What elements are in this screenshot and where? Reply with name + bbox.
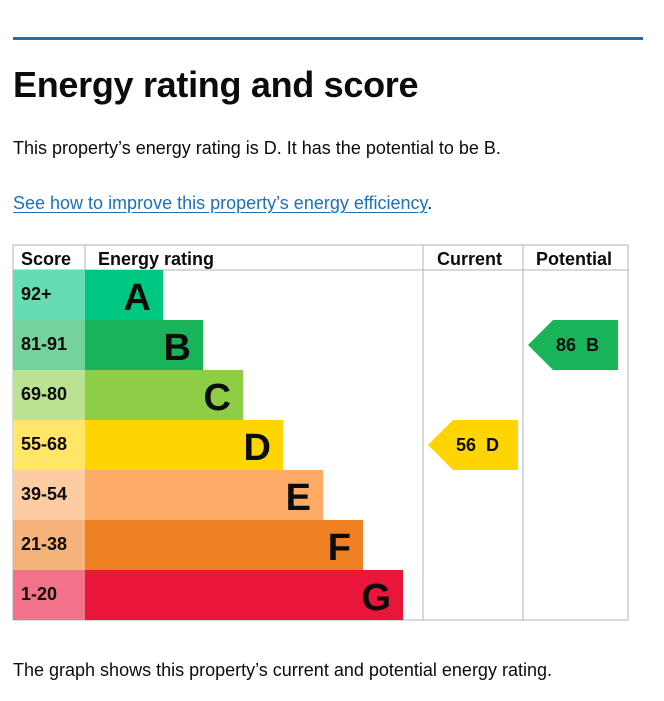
band-letter-c: C bbox=[204, 377, 231, 419]
link-trailing-period: . bbox=[427, 193, 433, 213]
header-current: Current bbox=[437, 249, 502, 269]
score-cell-f bbox=[13, 520, 85, 570]
score-range-f: 21-38 bbox=[21, 534, 67, 554]
rating-markers: 56 D 86 B bbox=[428, 320, 618, 470]
score-range-c: 69-80 bbox=[21, 384, 67, 404]
score-cell-b bbox=[13, 320, 85, 370]
score-range-g: 1-20 bbox=[21, 584, 57, 604]
band-bar-e bbox=[85, 470, 323, 520]
current-rating-label: 56 D bbox=[456, 435, 499, 455]
rating-bands: 92+ A 81-91 B 69-80 C 55-68 D 39-54 E 21-38 F 1-20 G bbox=[13, 270, 403, 620]
rating-summary: This property’s energy rating is D. It h… bbox=[13, 138, 501, 158]
score-cell-e bbox=[13, 470, 85, 520]
score-cell-g bbox=[13, 570, 85, 620]
current-rating-arrow bbox=[428, 420, 518, 470]
band-letter-e: E bbox=[286, 477, 311, 519]
band-letter-d: D bbox=[244, 427, 271, 469]
chart-footnote: The graph shows this property’s current … bbox=[13, 660, 552, 680]
score-range-d: 55-68 bbox=[21, 434, 67, 454]
header-score: Score bbox=[21, 249, 71, 269]
band-letter-a: A bbox=[124, 277, 151, 319]
page-title: Energy rating and score bbox=[13, 64, 419, 105]
band-letter-f: F bbox=[328, 527, 351, 569]
band-bar-d bbox=[85, 420, 283, 470]
band-bar-g bbox=[85, 570, 403, 620]
improve-efficiency-link[interactable]: See how to improve this property’s energ… bbox=[13, 193, 428, 213]
potential-rating-label: 86 B bbox=[556, 335, 599, 355]
score-range-e: 39-54 bbox=[21, 484, 67, 504]
band-bar-c bbox=[85, 370, 243, 420]
score-cell-a bbox=[13, 270, 85, 320]
band-bar-a bbox=[85, 270, 163, 320]
improve-link-line: See how to improve this property’s energ… bbox=[13, 191, 432, 215]
section-divider bbox=[13, 37, 643, 40]
band-bar-f bbox=[85, 520, 363, 570]
band-letter-b: B bbox=[164, 327, 191, 369]
band-bar-b bbox=[85, 320, 203, 370]
band-letter-g: G bbox=[361, 577, 391, 619]
score-cell-c bbox=[13, 370, 85, 420]
header-energy-rating: Energy rating bbox=[98, 249, 214, 269]
score-range-b: 81-91 bbox=[21, 334, 67, 354]
potential-rating-arrow bbox=[528, 320, 618, 370]
header-potential: Potential bbox=[536, 249, 612, 269]
score-range-a: 92+ bbox=[21, 284, 52, 304]
chart-headers: Score Energy rating Current Potential bbox=[21, 249, 612, 269]
score-cell-d bbox=[13, 420, 85, 470]
